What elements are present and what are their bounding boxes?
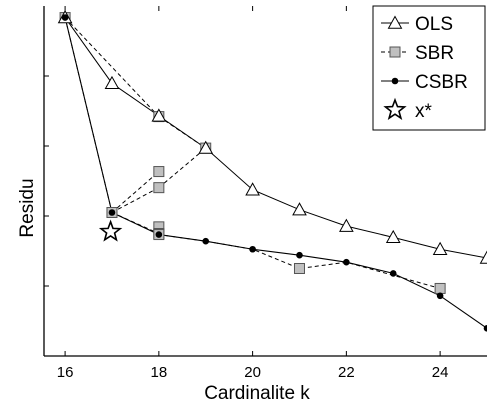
sbr-line-segment (158, 147, 207, 189)
csbr-point (296, 251, 303, 259)
csbr-point (343, 258, 350, 266)
csbr-line (64, 17, 487, 329)
csbr-point (155, 231, 163, 238)
x-tick-label: 16 (57, 364, 74, 381)
legend-entry-sbr-label: SBR (415, 43, 454, 64)
csbr-point (249, 245, 256, 253)
csbr-point (436, 292, 444, 300)
ols-point (479, 250, 487, 264)
csbr-point (202, 237, 210, 245)
x-tick-label: 22 (338, 364, 355, 381)
ols-point (385, 229, 401, 244)
x-tick-label: 20 (244, 364, 261, 381)
ols-point (339, 218, 354, 232)
legend-entry-ols-label: OLS (415, 14, 453, 35)
legend-entry-csbr-label: CSBR (415, 72, 468, 93)
x-axis-ticks: 16 18 20 22 24 (57, 6, 449, 381)
legend-entry-csbr-marker (391, 77, 399, 85)
sbr-line-segment (64, 17, 160, 117)
y-axis-ticks (44, 75, 49, 287)
ols-point (198, 140, 214, 154)
ols-point (104, 75, 120, 90)
x-tick-label: 18 (151, 364, 168, 381)
legend-entry-xstar-marker (383, 97, 407, 120)
legend-entry-xstar-label: x* (415, 101, 433, 122)
ols-point (245, 182, 260, 196)
legend-entry-ols-marker (387, 15, 403, 29)
x-tick-label: 24 (432, 364, 449, 381)
sbr-point (153, 182, 165, 194)
sbr-line-segment (111, 171, 160, 213)
plot-area (43, 6, 487, 357)
sbr-line-segment (158, 234, 441, 289)
x-axis-label: Cardinalite k (204, 383, 310, 404)
series-group (57, 10, 487, 332)
y-axis-label: Residu (17, 178, 38, 237)
ols-line (64, 17, 487, 259)
sbr-point (293, 263, 305, 274)
sbr-point (434, 282, 446, 294)
ols-point (432, 241, 448, 255)
legend-entry-sbr-marker (389, 46, 401, 58)
optimum-star-point (98, 219, 123, 242)
csbr-point (108, 209, 116, 216)
sbr-point (153, 166, 165, 178)
legend: OLS SBR CSBR x* (372, 5, 486, 131)
sbr-line-segment (111, 187, 160, 213)
csbr-point (61, 14, 69, 21)
csbr-point (389, 270, 397, 277)
csbr-point (483, 325, 487, 332)
ols-point (292, 202, 307, 216)
ols-point (151, 108, 167, 122)
